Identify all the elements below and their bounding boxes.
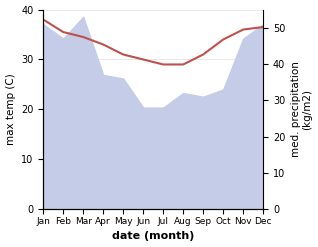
X-axis label: date (month): date (month)	[112, 231, 194, 242]
Y-axis label: max temp (C): max temp (C)	[5, 74, 16, 145]
Y-axis label: med. precipitation
(kg/m2): med. precipitation (kg/m2)	[291, 62, 313, 157]
